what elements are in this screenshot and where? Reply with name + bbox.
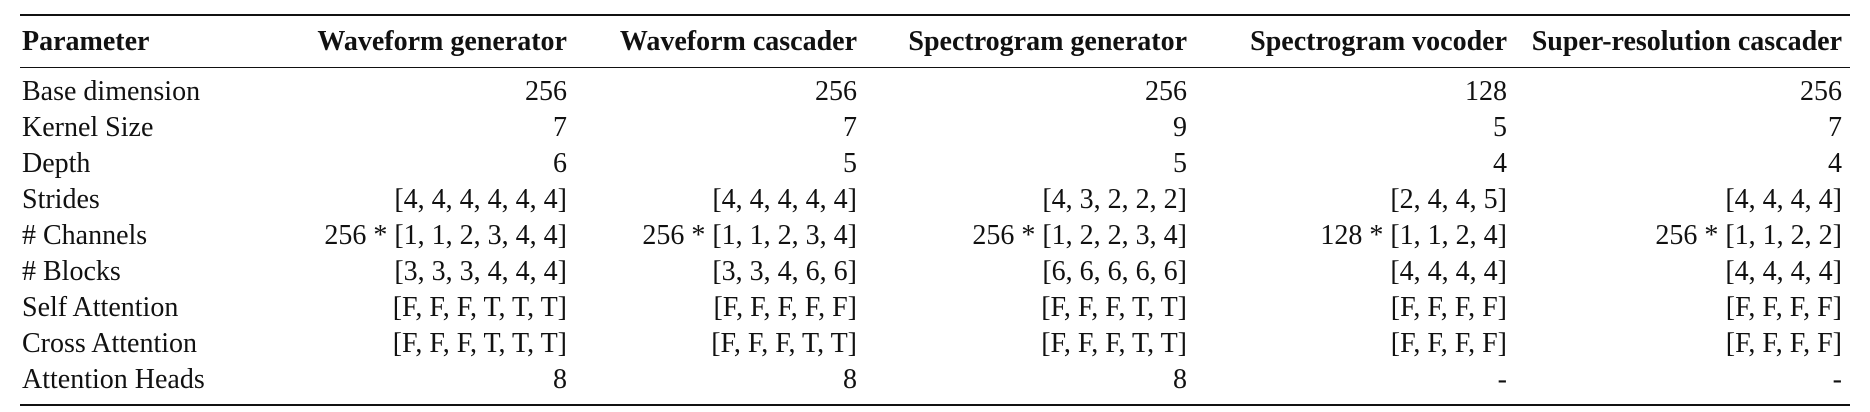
table-cell: [6, 6, 6, 6, 6]: [1042, 256, 1187, 287]
table-cell: [F, F, F, F]: [1390, 292, 1507, 323]
header-waveform-cascader: Waveform cascader: [619, 25, 857, 57]
header-row: Parameter Waveform generator Waveform ca…: [20, 15, 1850, 68]
header-spectrogram-generator: Spectrogram generator: [908, 25, 1187, 57]
table-cell: 7: [553, 112, 567, 143]
table-cell: 8: [843, 364, 857, 395]
table-cell: 128: [1465, 76, 1507, 107]
table-cell: 256 * [1, 2, 2, 3, 4]: [972, 220, 1187, 251]
table-cell: 8: [1173, 364, 1187, 395]
table-cell: 8: [553, 364, 567, 395]
table-cell: 5: [843, 148, 857, 179]
table-cell: [F, F, F, F]: [1725, 292, 1842, 323]
table-cell: 256 * [1, 1, 2, 3, 4]: [642, 220, 857, 251]
row-label: # Channels: [22, 220, 148, 251]
table-cell: 256: [815, 76, 857, 107]
parameter-table-container: Parameter Waveform generator Waveform ca…: [20, 14, 1850, 406]
table-cell: -: [1832, 364, 1842, 395]
table-row: Self Attention [F, F, F, T, T, T] [F, F,…: [20, 290, 1850, 326]
table-cell: -: [1497, 364, 1507, 395]
row-label: Kernel Size: [22, 112, 154, 143]
table-cell: 4: [1493, 148, 1507, 179]
table-cell: 256: [1145, 76, 1187, 107]
row-label: Strides: [22, 184, 100, 215]
table-cell: [F, F, F, T, T, T]: [392, 292, 567, 323]
table-cell: [4, 3, 2, 2, 2]: [1042, 184, 1187, 215]
table-row: Strides [4, 4, 4, 4, 4, 4] [4, 4, 4, 4, …: [20, 182, 1850, 218]
row-label: Cross Attention: [22, 328, 198, 359]
table-cell: [4, 4, 4, 4, 4]: [712, 184, 857, 215]
table-cell: [4, 4, 4, 4]: [1390, 256, 1507, 287]
table-cell: [F, F, F, F]: [1725, 328, 1842, 359]
table-cell: [3, 3, 4, 6, 6]: [712, 256, 857, 287]
table-cell: 7: [1828, 112, 1842, 143]
table-cell: [4, 4, 4, 4]: [1725, 256, 1842, 287]
table-row: # Blocks [3, 3, 3, 4, 4, 4] [3, 3, 4, 6,…: [20, 254, 1850, 290]
table-cell: 7: [843, 112, 857, 143]
table-header: Parameter Waveform generator Waveform ca…: [20, 15, 1850, 68]
table-cell: 5: [1173, 148, 1187, 179]
table-cell: 256 * [1, 1, 2, 3, 4, 4]: [324, 220, 567, 251]
table-body: Base dimension 256 256 256 128 256 Kerne…: [20, 68, 1850, 405]
header-super-resolution-cascader: Super-resolution cascader: [1531, 25, 1842, 57]
table-cell: 256: [1800, 76, 1842, 107]
table-cell: [2, 4, 4, 5]: [1390, 184, 1507, 215]
table-cell: [F, F, F, F, F]: [713, 292, 857, 323]
table-cell: 4: [1828, 148, 1842, 179]
table-cell: [F, F, F, T, T, T]: [392, 328, 567, 359]
table-row: Cross Attention [F, F, F, T, T, T] [F, F…: [20, 326, 1850, 362]
table-cell: [F, F, F, T, T]: [1041, 292, 1187, 323]
table-cell: [F, F, F, T, T]: [711, 328, 857, 359]
header-parameter: Parameter: [22, 25, 150, 57]
table-cell: 6: [553, 148, 567, 179]
table-row: Base dimension 256 256 256 128 256: [20, 68, 1850, 111]
table-cell: [4, 4, 4, 4, 4, 4]: [394, 184, 567, 215]
table-cell: 5: [1493, 112, 1507, 143]
table-cell: [3, 3, 3, 4, 4, 4]: [394, 256, 567, 287]
row-label: Depth: [22, 148, 91, 179]
table-cell: [4, 4, 4, 4]: [1725, 184, 1842, 215]
table-cell: 128 * [1, 1, 2, 4]: [1320, 220, 1507, 251]
row-label: # Blocks: [22, 256, 121, 287]
parameter-table: Parameter Waveform generator Waveform ca…: [20, 14, 1850, 406]
row-label: Self Attention: [22, 292, 179, 323]
table-cell: [F, F, F, F]: [1390, 328, 1507, 359]
table-cell: 256: [525, 76, 567, 107]
table-row: Attention Heads 8 8 8 - -: [20, 362, 1850, 405]
row-label: Attention Heads: [22, 364, 205, 395]
table-row: Kernel Size 7 7 9 5 7: [20, 110, 1850, 146]
row-label: Base dimension: [22, 76, 201, 107]
table-cell: [F, F, F, T, T]: [1041, 328, 1187, 359]
table-row: # Channels 256 * [1, 1, 2, 3, 4, 4] 256 …: [20, 218, 1850, 254]
header-spectrogram-vocoder: Spectrogram vocoder: [1250, 25, 1507, 57]
header-waveform-generator: Waveform generator: [317, 25, 567, 57]
table-cell: 256 * [1, 1, 2, 2]: [1655, 220, 1842, 251]
table-cell: 9: [1173, 112, 1187, 143]
table-row: Depth 6 5 5 4 4: [20, 146, 1850, 182]
